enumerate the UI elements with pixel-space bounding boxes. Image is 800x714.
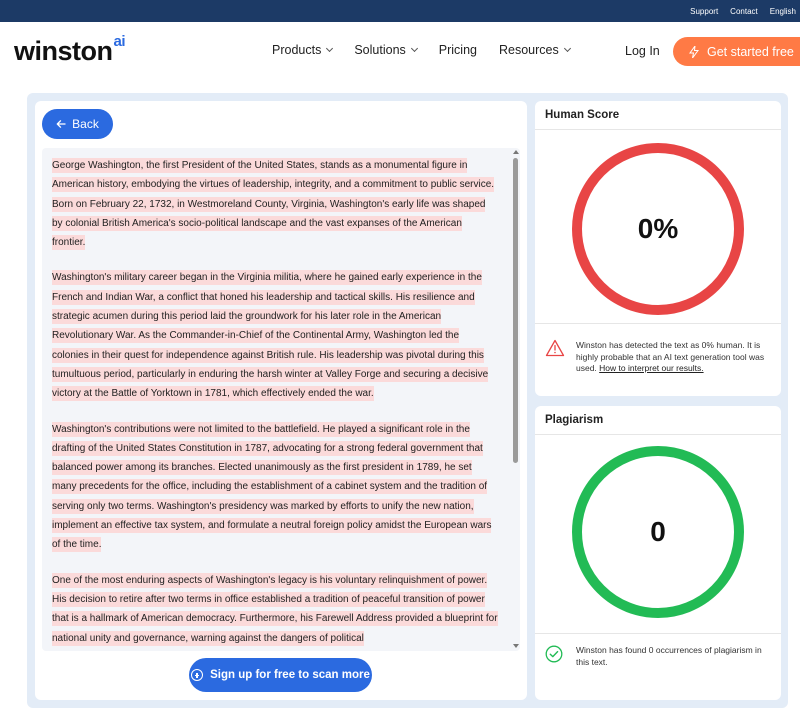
plagiarism-gauge xyxy=(572,446,744,618)
divider xyxy=(535,323,781,324)
utility-bar: Support Contact English xyxy=(0,0,800,22)
signup-label: Sign up for free to scan more xyxy=(210,669,370,681)
nav-solutions-label: Solutions xyxy=(354,43,406,57)
ai-highlight: One of the most enduring aspects of Wash… xyxy=(52,572,498,646)
nav-solutions[interactable]: Solutions xyxy=(354,43,418,57)
human-score-ring: 0% xyxy=(568,139,748,319)
chevron-down-icon xyxy=(410,44,418,53)
paragraph: Washington's military career began in th… xyxy=(52,268,498,403)
language-link[interactable]: English xyxy=(769,6,796,16)
check-circle-icon xyxy=(545,645,563,663)
arrow-left-icon xyxy=(56,120,66,128)
scroll-up-arrow-icon[interactable] xyxy=(513,150,519,154)
logo-wordmark: winston xyxy=(14,36,113,66)
lightning-icon xyxy=(689,45,699,58)
human-score-card: Human Score 0% Winston has detected the … xyxy=(535,101,781,396)
plus-circle-icon xyxy=(191,669,204,681)
back-button[interactable]: Back xyxy=(42,109,113,139)
interpret-results-link[interactable]: How to interpret our results. xyxy=(599,363,704,373)
human-score-title: Human Score xyxy=(545,109,620,121)
scroll-down-arrow-icon[interactable] xyxy=(513,644,519,648)
ai-highlight: George Washington, the first President o… xyxy=(52,158,495,251)
support-link[interactable]: Support xyxy=(690,6,719,16)
nav-products[interactable]: Products xyxy=(272,43,334,57)
nav-products-label: Products xyxy=(272,43,322,57)
logo-suffix: ai xyxy=(113,33,126,50)
nav-resources[interactable]: Resources xyxy=(499,43,571,57)
chevron-down-icon xyxy=(563,44,571,53)
paragraph: One of the most enduring aspects of Wash… xyxy=(52,571,498,648)
analyzed-text-area[interactable]: George Washington, the first President o… xyxy=(42,148,520,651)
plagiarism-title: Plagiarism xyxy=(545,414,604,426)
nav-resources-label: Resources xyxy=(499,43,559,57)
plagiarism-card: Plagiarism 0 Winston has found 0 occurre… xyxy=(535,406,781,700)
scrollbar-thumb[interactable] xyxy=(513,158,518,463)
contact-link[interactable]: Contact xyxy=(730,6,758,16)
chevron-down-icon xyxy=(326,44,334,53)
plagiarism-value: 0 xyxy=(650,516,666,547)
paragraph: George Washington, the first President o… xyxy=(52,156,498,252)
divider xyxy=(535,633,781,634)
scrollbar[interactable] xyxy=(512,148,520,651)
human-score-gauge xyxy=(572,143,744,315)
winston-logo[interactable]: winstonai xyxy=(14,33,126,67)
nav-menu: Products Solutions Pricing Resources xyxy=(272,43,571,57)
main-nav: winstonai Products Solutions Pricing Res… xyxy=(0,22,800,82)
signup-scan-button[interactable]: Sign up for free to scan more xyxy=(189,658,372,692)
human-score-note-text: Winston has detected the text as 0% huma… xyxy=(576,340,765,373)
get-started-label: Get started free xyxy=(707,44,794,59)
nav-pricing-label: Pricing xyxy=(438,43,477,57)
plagiarism-ring: 0 xyxy=(568,442,748,622)
warning-icon xyxy=(545,339,565,357)
ai-highlight: Washington's contributions were not limi… xyxy=(52,421,492,553)
text-card: Back George Washington, the first Presid… xyxy=(35,101,527,700)
login-link[interactable]: Log In xyxy=(625,44,660,58)
human-score-note: Winston has detected the text as 0% huma… xyxy=(576,340,772,375)
back-label: Back xyxy=(72,117,99,131)
plagiarism-note: Winston has found 0 occurrences of plagi… xyxy=(576,645,762,667)
divider xyxy=(535,129,781,130)
analyzed-text: George Washington, the first President o… xyxy=(52,156,498,651)
ai-highlight: Washington's military career began in th… xyxy=(52,270,489,402)
paragraph: Washington's contributions were not limi… xyxy=(52,420,498,555)
divider xyxy=(535,434,781,435)
get-started-button[interactable]: Get started free xyxy=(673,37,800,66)
human-score-value: 0% xyxy=(637,213,679,244)
nav-pricing[interactable]: Pricing xyxy=(439,43,477,57)
